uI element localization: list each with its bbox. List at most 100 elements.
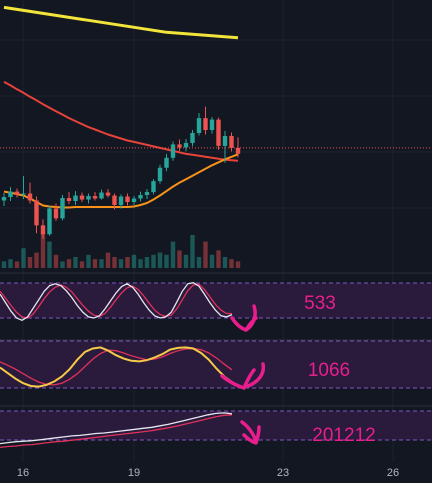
indicator-band: [0, 283, 432, 318]
down-arrow-icon: [220, 362, 266, 390]
ma-mid-line: [3, 81, 239, 162]
candle-body: [60, 198, 65, 219]
volume-bar: [125, 257, 130, 268]
candle-body: [196, 118, 202, 134]
candle-body: [14, 191, 20, 195]
volume-bar: [118, 259, 124, 268]
arrow-stroke: [242, 425, 261, 445]
indicator-k-line: [0, 346, 233, 388]
volume-bar: [86, 254, 91, 268]
volume-bar: [183, 254, 189, 268]
volume-bar: [34, 252, 39, 268]
candle-body: [157, 167, 163, 182]
candle-body: [125, 196, 130, 202]
volume-bar: [1, 261, 7, 268]
volume-bar: [40, 232, 46, 268]
candle-body: [40, 225, 46, 235]
candle-body: [73, 195, 78, 201]
volume-bar: [170, 241, 176, 268]
volume-bar: [203, 241, 208, 268]
volume-bar: [66, 259, 72, 268]
candle-body: [170, 144, 176, 158]
candlesticks: [1, 106, 241, 239]
candle-body: [53, 208, 59, 219]
candle-body: [235, 147, 241, 154]
candle-body: [203, 118, 208, 131]
candle-body: [216, 119, 221, 146]
volume-bar: [222, 257, 228, 268]
candle-body: [105, 192, 111, 196]
volume-bar: [138, 259, 143, 268]
arrow-stroke: [220, 368, 256, 390]
x-tick-label: 16: [17, 467, 29, 479]
candle-body: [209, 119, 215, 131]
arrow-stroke: [240, 420, 258, 443]
candle-body: [118, 196, 124, 205]
indicator-d-line: [0, 283, 232, 319]
candle-body: [8, 191, 13, 198]
candle-body: [112, 195, 117, 205]
candle-body: [222, 135, 228, 146]
volume-bar: [60, 261, 65, 268]
indicator-label-2: 1066: [308, 360, 350, 381]
volume-bar: [92, 259, 98, 268]
volume-bar: [216, 250, 221, 268]
volume-bar: [8, 259, 13, 268]
candle-body: [190, 133, 195, 143]
volume-bar: [131, 254, 137, 268]
indicator-band: [0, 341, 432, 388]
volume-bar: [21, 248, 26, 268]
candle-body: [47, 208, 52, 235]
volume-bar: [14, 261, 20, 268]
candle-body: [86, 196, 91, 200]
indicator-k-line: [0, 282, 233, 322]
volume-bar: [112, 257, 117, 268]
volume-bar: [229, 259, 234, 268]
candle-body: [1, 197, 7, 201]
candle-body: [183, 142, 189, 148]
volume-bar: [73, 257, 78, 268]
x-axis: 16 19 23 26: [17, 467, 399, 479]
candle-body: [66, 198, 72, 201]
x-tick-label: 23: [277, 467, 289, 479]
volume-bar: [157, 252, 163, 268]
candle-body: [27, 193, 33, 201]
arrow-stroke: [246, 362, 266, 388]
candle-body: [99, 192, 104, 199]
volume-bar: [99, 259, 104, 268]
indicator-band: [0, 411, 432, 440]
indicator-d-line: [0, 414, 233, 449]
candle-body: [138, 195, 143, 199]
volume-bars: [1, 232, 241, 268]
volume-bar: [79, 261, 85, 268]
candle-body: [79, 195, 85, 200]
volume-bar: [47, 241, 52, 268]
annotation-labels: 533 1066 201212: [304, 293, 376, 446]
x-tick-label: 26: [387, 467, 399, 479]
volume-bar: [144, 257, 150, 268]
volume-bar: [105, 252, 111, 268]
indicator-label-1: 533: [304, 293, 336, 314]
arrow-stroke: [230, 316, 258, 332]
volume-bar: [190, 235, 195, 268]
indicator-k-line: [0, 412, 233, 445]
annotation-arrows: [220, 304, 266, 445]
candle-body: [21, 193, 26, 195]
volume-bar: [151, 254, 156, 268]
down-arrow-icon: [240, 420, 261, 445]
volume-bar: [177, 250, 182, 268]
volume-bar: [53, 254, 59, 268]
candle-body: [144, 192, 150, 196]
candle-body: [131, 198, 137, 202]
volume-bar: [27, 257, 33, 268]
volume-bar: [196, 257, 202, 268]
candle-body: [151, 181, 156, 193]
down-arrow-icon: [230, 304, 258, 332]
candle-body: [164, 157, 169, 168]
candle-body: [177, 144, 182, 148]
candle-body: [34, 200, 39, 226]
volume-bar: [235, 261, 241, 268]
ma-slow-line: [3, 5, 239, 40]
